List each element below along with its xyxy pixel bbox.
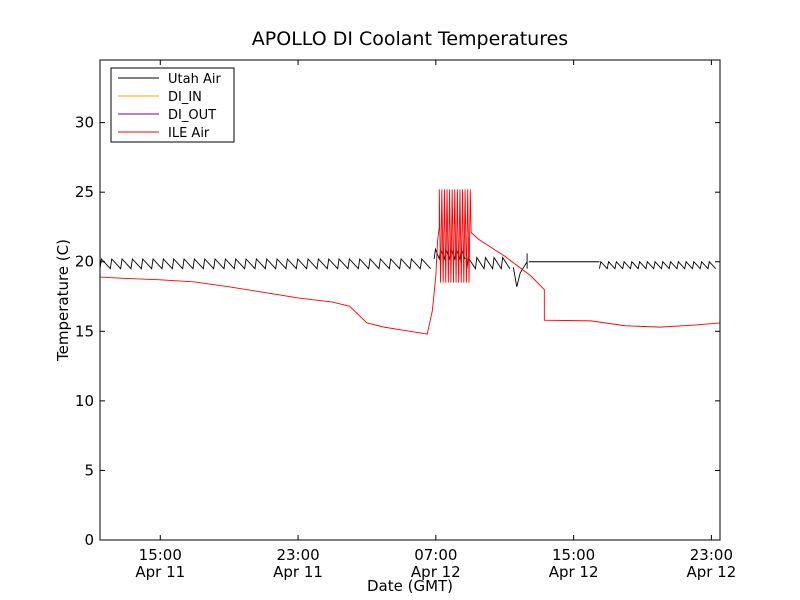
x-axis-label: Date (GMT): [367, 577, 453, 595]
legend-label: ILE Air: [168, 126, 210, 141]
x-tick-label-date: Apr 11: [273, 563, 323, 581]
x-tick-label-time: 23:00: [276, 546, 319, 564]
x-tick-label-date: Apr 11: [135, 563, 185, 581]
x-tick-label-time: 07:00: [414, 546, 457, 564]
y-axis-label: Temperature (C): [54, 239, 72, 362]
series-line-segment: [598, 260, 717, 270]
plot-frame: [99, 59, 721, 541]
series-line-segment: [466, 256, 511, 270]
x-tick-label-time: 15:00: [552, 546, 595, 564]
x-tick-label-date: Apr 12: [411, 563, 461, 581]
chart-title: APOLLO DI Coolant Temperatures: [252, 28, 568, 50]
legend-label: Utah Air: [168, 72, 221, 87]
x-tick-label-time: 15:00: [139, 546, 182, 564]
series-layer: [99, 189, 721, 335]
legend-entries: Utah Air DI_IN DI_OUT ILE Air: [118, 72, 221, 141]
y-tick-label: 25: [75, 183, 94, 201]
x-tick-label-time: 23:00: [690, 546, 733, 564]
series-line-segment: [433, 247, 466, 261]
series-line: [512, 253, 528, 287]
series-line: [99, 189, 721, 335]
plot-area: [99, 59, 721, 541]
series-ile-air: [99, 189, 721, 335]
x-tick-label-date: Apr 12: [686, 563, 736, 581]
y-tick-label: 10: [75, 392, 94, 410]
legend-box: [110, 67, 235, 143]
x-tick-label-date: Apr 12: [549, 563, 599, 581]
y-tick-label: 15: [75, 322, 94, 340]
y-axis-ticks: 0 5 10 15 20 25 30: [75, 114, 720, 549]
legend: Utah Air DI_IN DI_OUT ILE Air: [110, 67, 235, 143]
legend-label: DI_OUT: [168, 108, 216, 123]
legend-label: DI_IN: [168, 90, 202, 105]
y-tick-label: 30: [75, 114, 94, 132]
y-tick-label: 5: [84, 461, 94, 479]
series-line-segment: [99, 257, 432, 270]
y-tick-label: 0: [84, 531, 94, 549]
y-tick-label: 20: [75, 253, 94, 271]
series-utah-air: [99, 247, 717, 287]
